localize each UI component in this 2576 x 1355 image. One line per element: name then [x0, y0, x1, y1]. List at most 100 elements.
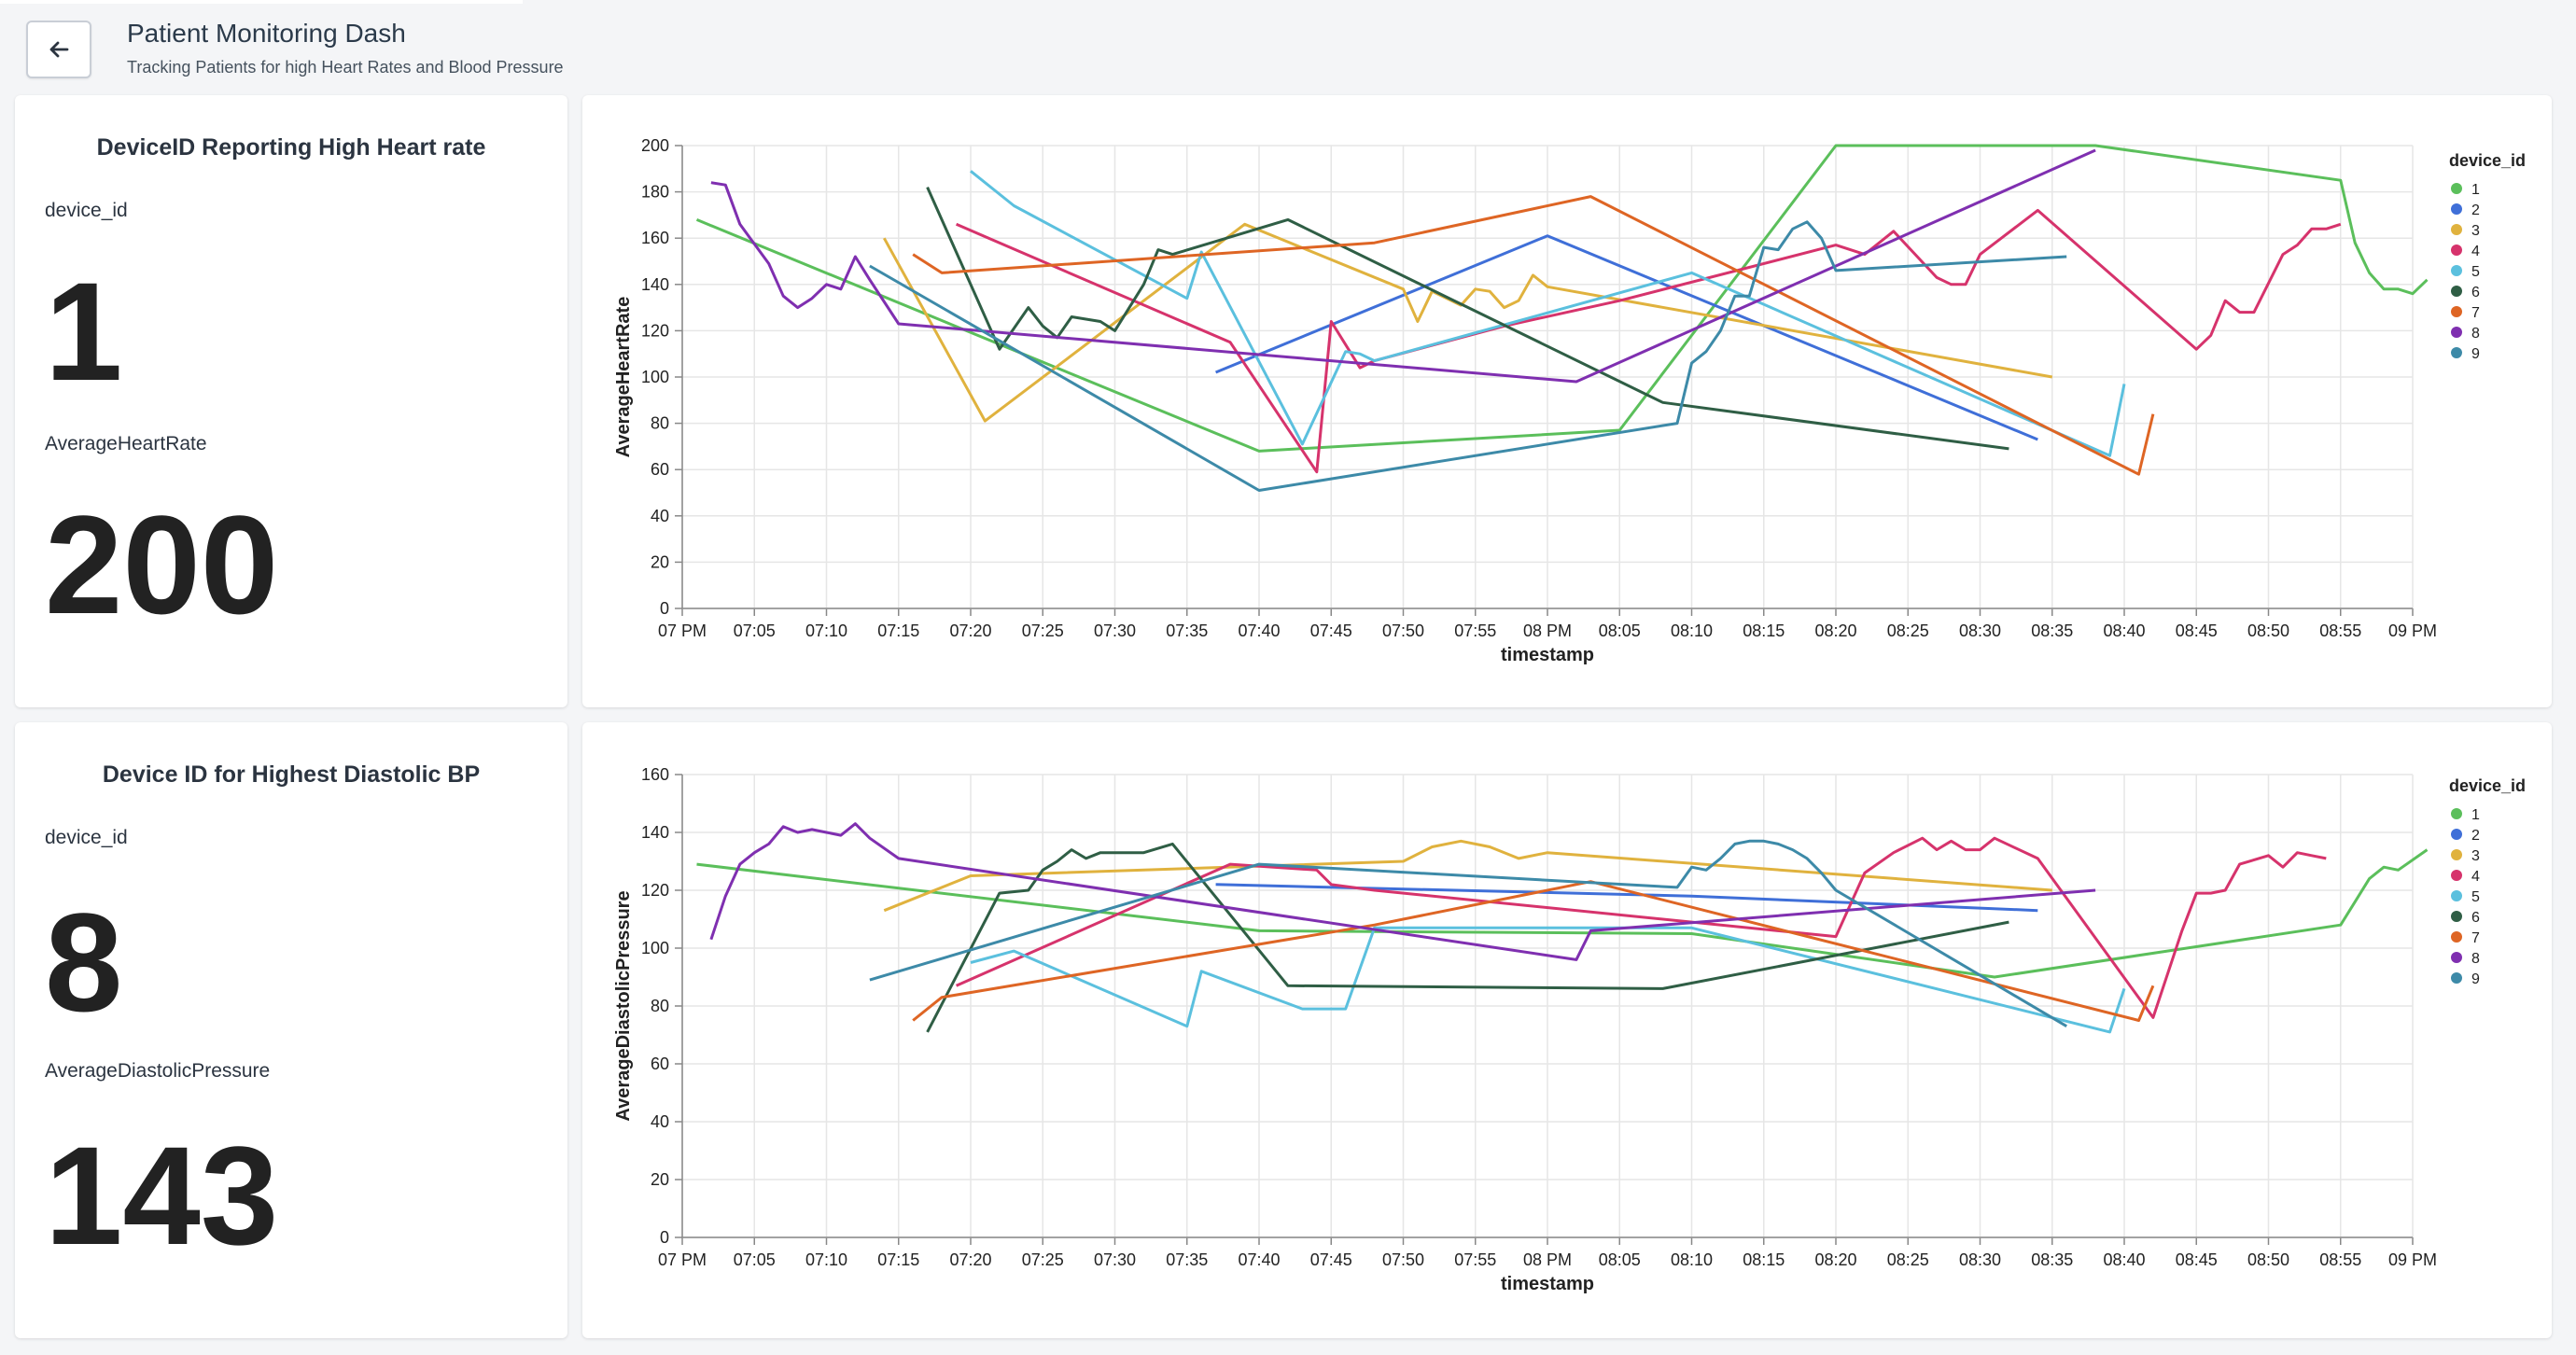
- legend-swatch-device-9: [2451, 347, 2462, 358]
- back-button[interactable]: [26, 21, 91, 78]
- x-tick-label: 08:05: [1599, 1250, 1641, 1269]
- x-tick-label: 08:15: [1743, 622, 1785, 640]
- x-tick-label: 08:50: [2247, 1250, 2289, 1269]
- series-line-device-1: [696, 848, 2429, 979]
- legend-label-device-5: 5: [2471, 889, 2480, 905]
- legend-label-device-7: 7: [2471, 930, 2480, 946]
- series-line-device-8: [710, 148, 2096, 384]
- series-line-device-1: [695, 144, 2429, 453]
- legend-title: device_id: [2449, 776, 2526, 795]
- y-axis-title: AverageHeartRate: [613, 297, 634, 458]
- legend-swatch-device-1: [2451, 808, 2462, 819]
- y-tick-label: 140: [641, 275, 669, 294]
- x-tick-label: 08:35: [2031, 622, 2073, 640]
- x-tick-label: 08:20: [1814, 1250, 1856, 1269]
- chart-card-heart-rate: 07 PM 07:05 07:10 07:15 07:20 07:25 07:30 07:35…: [582, 95, 2552, 707]
- series-line-device-3: [882, 222, 2053, 423]
- x-tick-label: 07:30: [1094, 622, 1136, 640]
- x-tick-label: 08 PM: [1523, 622, 1572, 640]
- heart-rate-chart: 07 PM 07:05 07:10 07:15 07:20 07:25 07:30 07:35…: [613, 136, 2526, 665]
- legend-label-device-8: 8: [2471, 951, 2480, 967]
- legend-swatch-device-6: [2451, 286, 2462, 297]
- y-tick-label: 0: [660, 599, 669, 618]
- y-tick-label: 140: [641, 823, 669, 842]
- y-tick-label: 120: [641, 321, 669, 340]
- x-tick-label: 08:55: [2319, 1250, 2361, 1269]
- x-tick-label: 08:55: [2319, 622, 2361, 640]
- y-tick-label: 0: [660, 1228, 669, 1247]
- legend-swatch-device-5: [2451, 265, 2462, 276]
- kpi-value-device-id: 1: [45, 253, 123, 410]
- kpi-card-title: DeviceID Reporting High Heart rate: [96, 134, 486, 161]
- series-line-device-8: [709, 822, 2096, 961]
- x-tick-label: 08:05: [1599, 622, 1641, 640]
- x-tick-label: 08:25: [1887, 622, 1929, 640]
- series-line-device-7: [912, 195, 2155, 476]
- kpi-card-heart-rate: DeviceID Reporting High Heart rate devic…: [15, 95, 567, 707]
- x-tick-label: 08:45: [2176, 1250, 2218, 1269]
- x-tick-label: 07:10: [805, 1250, 847, 1269]
- legend-label-device-8: 8: [2471, 326, 2480, 342]
- legend-swatch-device-2: [2451, 829, 2462, 840]
- x-tick-label: 07:35: [1166, 1250, 1208, 1269]
- x-tick-label: 07:35: [1166, 622, 1208, 640]
- legend-label-device-5: 5: [2471, 264, 2480, 280]
- kpi-value-average-diastolic-pressure: 143: [45, 1117, 279, 1274]
- y-tick-label: 100: [641, 368, 669, 386]
- arrow-left-icon: [49, 41, 69, 58]
- kpi-value-device-id: 8: [45, 884, 123, 1041]
- y-tick-label: 20: [651, 1170, 669, 1189]
- x-tick-label: 08:40: [2103, 1250, 2145, 1269]
- kpi-label-average-heart-rate: AverageHeartRate: [45, 433, 207, 454]
- legend-swatch-device-8: [2451, 327, 2462, 338]
- x-axis-title: timestamp: [1501, 1274, 1594, 1294]
- x-tick-label: 07:45: [1310, 1250, 1352, 1269]
- legend-label-device-7: 7: [2471, 305, 2480, 321]
- y-tick-label: 80: [651, 997, 669, 1015]
- x-tick-label: 08:40: [2103, 622, 2145, 640]
- x-tick-label: 08:20: [1814, 622, 1856, 640]
- legend-swatch-device-4: [2451, 244, 2462, 256]
- y-tick-label: 120: [641, 881, 669, 900]
- x-tick-label: 08:50: [2247, 622, 2289, 640]
- series-line-device-2: [1215, 883, 2038, 913]
- x-tick-label: 07:55: [1454, 622, 1496, 640]
- series-line-device-4: [956, 208, 2342, 474]
- x-tick-label: 08:10: [1671, 1250, 1713, 1269]
- x-tick-label: 09 PM: [2388, 1250, 2437, 1269]
- x-tick-label: 07:45: [1310, 622, 1352, 640]
- x-tick-label: 07:50: [1382, 1250, 1424, 1269]
- y-tick-label: 20: [651, 552, 669, 571]
- legend-swatch-device-3: [2451, 849, 2462, 860]
- series-line-device-4: [955, 836, 2327, 1019]
- series-line-device-9: [869, 839, 2067, 1027]
- legend-label-device-4: 4: [2471, 244, 2480, 259]
- series-line-device-5: [970, 170, 2126, 457]
- page-title: Patient Monitoring Dash: [127, 19, 406, 48]
- y-tick-label: 40: [651, 1112, 669, 1131]
- x-tick-label: 07:30: [1094, 1250, 1136, 1269]
- y-tick-label: 100: [641, 939, 669, 957]
- legend-label-device-2: 2: [2471, 203, 2480, 218]
- legend-swatch-device-3: [2451, 224, 2462, 235]
- legend-swatch-device-7: [2451, 306, 2462, 317]
- y-tick-label: 60: [651, 1055, 669, 1073]
- series-line-device-6: [926, 842, 2009, 1033]
- x-tick-label: 07:05: [734, 622, 776, 640]
- series-line-device-2: [1215, 234, 2038, 441]
- x-tick-label: 08:30: [1959, 622, 2001, 640]
- chart-card-diastolic-bp: 07 PM 07:05 07:10 07:15 07:20 07:25 07:30 07:35…: [582, 722, 2552, 1338]
- legend-swatch-device-8: [2451, 952, 2462, 963]
- legend-label-device-1: 1: [2471, 182, 2480, 198]
- y-tick-label: 40: [651, 507, 669, 525]
- x-tick-label: 07 PM: [658, 622, 707, 640]
- x-tick-label: 08:25: [1887, 1250, 1929, 1269]
- legend-swatch-device-9: [2451, 972, 2462, 984]
- x-tick-label: 07:15: [877, 622, 919, 640]
- x-tick-label: 07:15: [877, 1250, 919, 1269]
- kpi-label-average-diastolic-pressure: AverageDiastolicPressure: [45, 1060, 271, 1082]
- kpi-label-device-id: device_id: [45, 827, 128, 848]
- x-tick-label: 07:20: [949, 622, 991, 640]
- legend-swatch-device-1: [2451, 183, 2462, 194]
- y-tick-label: 60: [651, 460, 669, 479]
